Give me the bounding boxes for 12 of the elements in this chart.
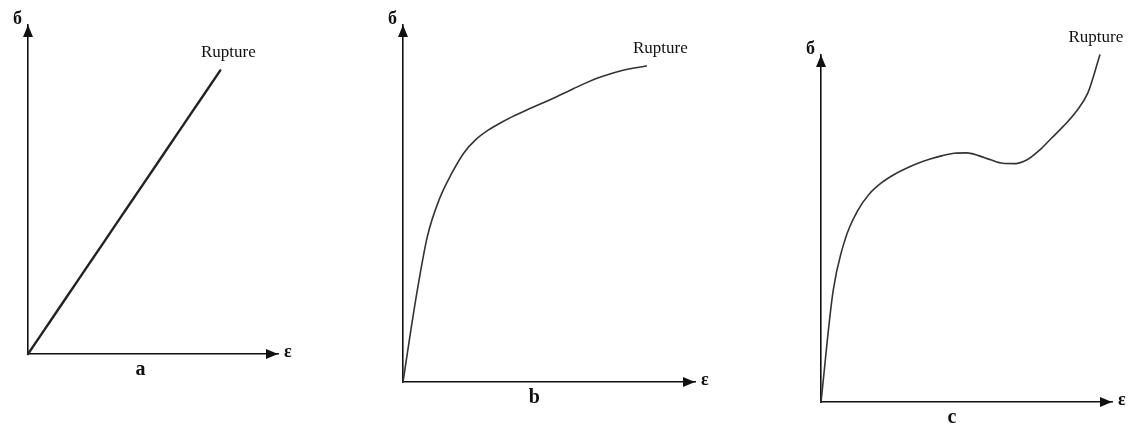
- x-axis-title: ε: [1118, 388, 1126, 409]
- x-axis-title: ε: [701, 368, 709, 389]
- text: Rupture: [632, 38, 688, 58]
- text: Rupture: [1068, 27, 1124, 46]
- y-axis-title: б: [13, 8, 22, 28]
- x-axis-title: ε: [284, 340, 292, 361]
- text: Rupture: [200, 42, 256, 62]
- text: a: [135, 357, 146, 380]
- y-axis-title: б: [806, 38, 815, 58]
- y-axis-title: б: [388, 8, 397, 28]
- text: b: [528, 385, 540, 408]
- text: c: [947, 405, 957, 428]
